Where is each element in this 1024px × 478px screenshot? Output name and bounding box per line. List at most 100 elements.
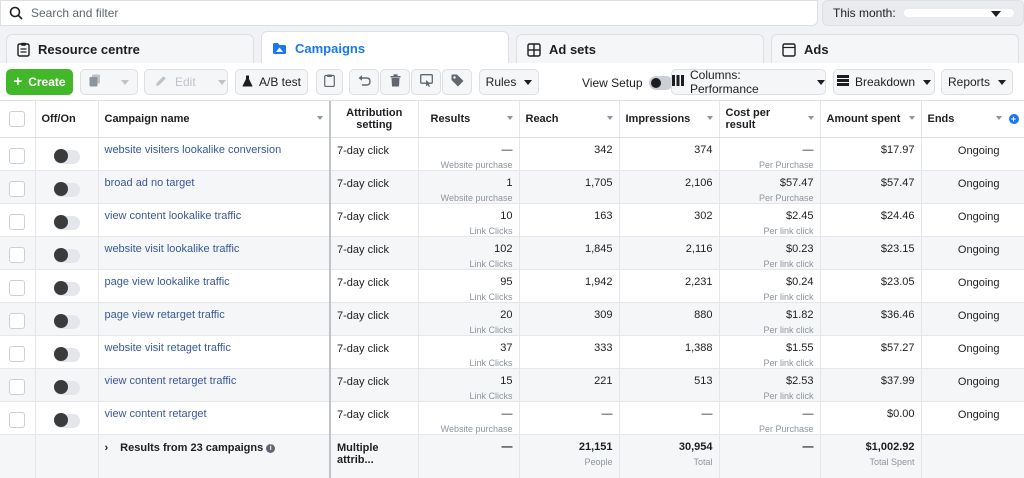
archive-button[interactable] (316, 69, 343, 95)
row-toggle-cell[interactable] (35, 137, 99, 171)
column-header-cost-per-result[interactable]: Cost per result (719, 101, 821, 138)
rules-dropdown[interactable]: Rules (479, 69, 539, 95)
campaign-name-link[interactable]: broad ad no target (104, 176, 195, 189)
campaign-name-cell[interactable]: view content retarget (98, 401, 331, 435)
chevron-down-icon (991, 11, 1001, 17)
tab-ads[interactable]: Ads (771, 34, 1019, 64)
row-checkbox[interactable] (9, 378, 26, 395)
column-header-reach[interactable]: Reach (519, 101, 620, 138)
campaign-name-link[interactable]: website visiters lookalike conversion (104, 143, 282, 156)
campaign-name-link[interactable]: view content retarget (104, 407, 207, 420)
tag-button[interactable] (442, 69, 472, 95)
row-select-cell[interactable] (0, 302, 36, 336)
columns-dropdown[interactable]: Columns: Performance (671, 68, 826, 96)
campaign-toggle[interactable] (53, 214, 80, 230)
row-toggle-cell[interactable] (35, 170, 99, 204)
column-header-impressions[interactable]: Impressions (619, 101, 720, 138)
row-select-cell[interactable] (0, 170, 36, 204)
view-setup-switch[interactable] (648, 76, 673, 90)
campaign-toggle[interactable] (53, 346, 80, 362)
row-select-cell[interactable] (0, 269, 36, 303)
row-checkbox[interactable] (9, 279, 26, 296)
column-header-ends[interactable]: Ends + (921, 101, 1024, 138)
undo-button[interactable] (349, 69, 379, 95)
campaign-name-link[interactable]: view content lookalike traffic (104, 209, 242, 222)
row-select-cell[interactable] (0, 137, 36, 171)
campaign-name-cell[interactable]: view content lookalike traffic (98, 203, 331, 237)
sort-icon[interactable] (706, 116, 713, 120)
campaign-toggle[interactable] (53, 313, 80, 329)
select-all-cell[interactable] (0, 101, 36, 138)
campaign-name-cell[interactable]: website visit lookalike traffic (98, 236, 331, 270)
row-select-cell[interactable] (0, 401, 36, 435)
row-toggle-cell[interactable] (35, 335, 99, 369)
row-toggle-cell[interactable] (35, 236, 99, 270)
column-header-campaign-name[interactable]: Campaign name (98, 101, 331, 138)
reports-dropdown[interactable]: Reports (941, 69, 1013, 95)
sort-icon[interactable] (807, 116, 814, 120)
cost-per-result-cell: $57.47 Per Purchase (719, 170, 821, 204)
row-select-cell[interactable] (0, 236, 36, 270)
campaign-name-link[interactable]: page view retarget traffic (104, 308, 225, 321)
row-toggle-cell[interactable] (35, 368, 99, 402)
row-select-cell[interactable] (0, 368, 36, 402)
row-checkbox[interactable] (9, 312, 26, 329)
edit-button[interactable]: Edit (144, 69, 228, 95)
column-header-results[interactable]: Results (418, 101, 520, 138)
add-column-icon[interactable]: + (1008, 114, 1019, 124)
column-header-offon[interactable]: Off/On (35, 101, 99, 138)
amount-spent-cell: $23.05 (820, 269, 922, 303)
search-input[interactable]: Search and filter (31, 6, 119, 20)
row-checkbox[interactable] (9, 411, 26, 428)
delete-button[interactable] (380, 69, 410, 95)
campaign-toggle[interactable] (53, 148, 80, 164)
campaign-name-link[interactable]: view content retarget traffic (104, 374, 237, 387)
row-toggle-cell[interactable] (35, 401, 99, 435)
campaign-name-cell[interactable]: view content retarget traffic (98, 368, 331, 402)
campaign-name-cell[interactable]: website visiters lookalike conversion (98, 137, 331, 171)
row-checkbox[interactable] (9, 147, 26, 164)
campaign-name-link[interactable]: website visit retaget traffic (104, 341, 231, 354)
column-header-amount-spent[interactable]: Amount spent (820, 101, 922, 138)
campaign-name-link[interactable]: page view lookalike traffic (104, 275, 230, 288)
ab-test-button[interactable]: A/B test (235, 69, 308, 95)
create-button[interactable]: + Create (6, 69, 73, 95)
campaign-toggle[interactable] (53, 247, 80, 263)
campaign-name-cell[interactable]: page view retarget traffic (98, 302, 331, 336)
row-select-cell[interactable] (0, 335, 36, 369)
row-checkbox[interactable] (9, 345, 26, 362)
tab-resource-centre[interactable]: Resource centre (6, 34, 254, 64)
sort-icon[interactable] (606, 116, 613, 120)
row-toggle-cell[interactable] (35, 203, 99, 237)
campaign-toggle[interactable] (53, 181, 80, 197)
campaign-name-cell[interactable]: broad ad no target (98, 170, 331, 204)
row-checkbox[interactable] (9, 180, 26, 197)
campaign-toggle[interactable] (53, 379, 80, 395)
sort-icon[interactable] (317, 116, 323, 120)
preview-button[interactable] (411, 69, 441, 95)
campaign-name-link[interactable]: website visit lookalike traffic (104, 242, 240, 255)
row-toggle-cell[interactable] (35, 302, 99, 336)
select-all-checkbox[interactable] (9, 110, 26, 127)
sort-icon[interactable] (908, 116, 915, 120)
campaign-toggle[interactable] (53, 412, 80, 428)
row-select-cell[interactable] (0, 203, 36, 237)
column-header-attribution[interactable]: Attribution setting (330, 101, 419, 138)
sort-icon[interactable] (995, 116, 1002, 120)
breakdown-dropdown[interactable]: Breakdown (833, 69, 935, 95)
tab-campaigns[interactable]: Campaigns (261, 31, 509, 64)
row-toggle-cell[interactable] (35, 269, 99, 303)
row-checkbox[interactable] (9, 246, 26, 263)
view-setup-toggle[interactable]: View Setup (582, 76, 673, 90)
campaign-name-cell[interactable]: page view lookalike traffic (98, 269, 331, 303)
duplicate-button[interactable] (80, 69, 138, 95)
date-range-picker[interactable]: This month: (822, 0, 1024, 26)
info-icon[interactable]: i (266, 443, 276, 453)
row-checkbox[interactable] (9, 213, 26, 230)
campaign-toggle[interactable] (53, 280, 80, 296)
campaign-name-cell[interactable]: website visit retaget traffic (98, 335, 331, 369)
tab-ad-sets[interactable]: Ad sets (516, 34, 764, 64)
chevron-right-icon[interactable]: › (104, 441, 109, 454)
search-bar[interactable]: Search and filter (0, 0, 818, 26)
sort-icon[interactable] (506, 116, 513, 120)
